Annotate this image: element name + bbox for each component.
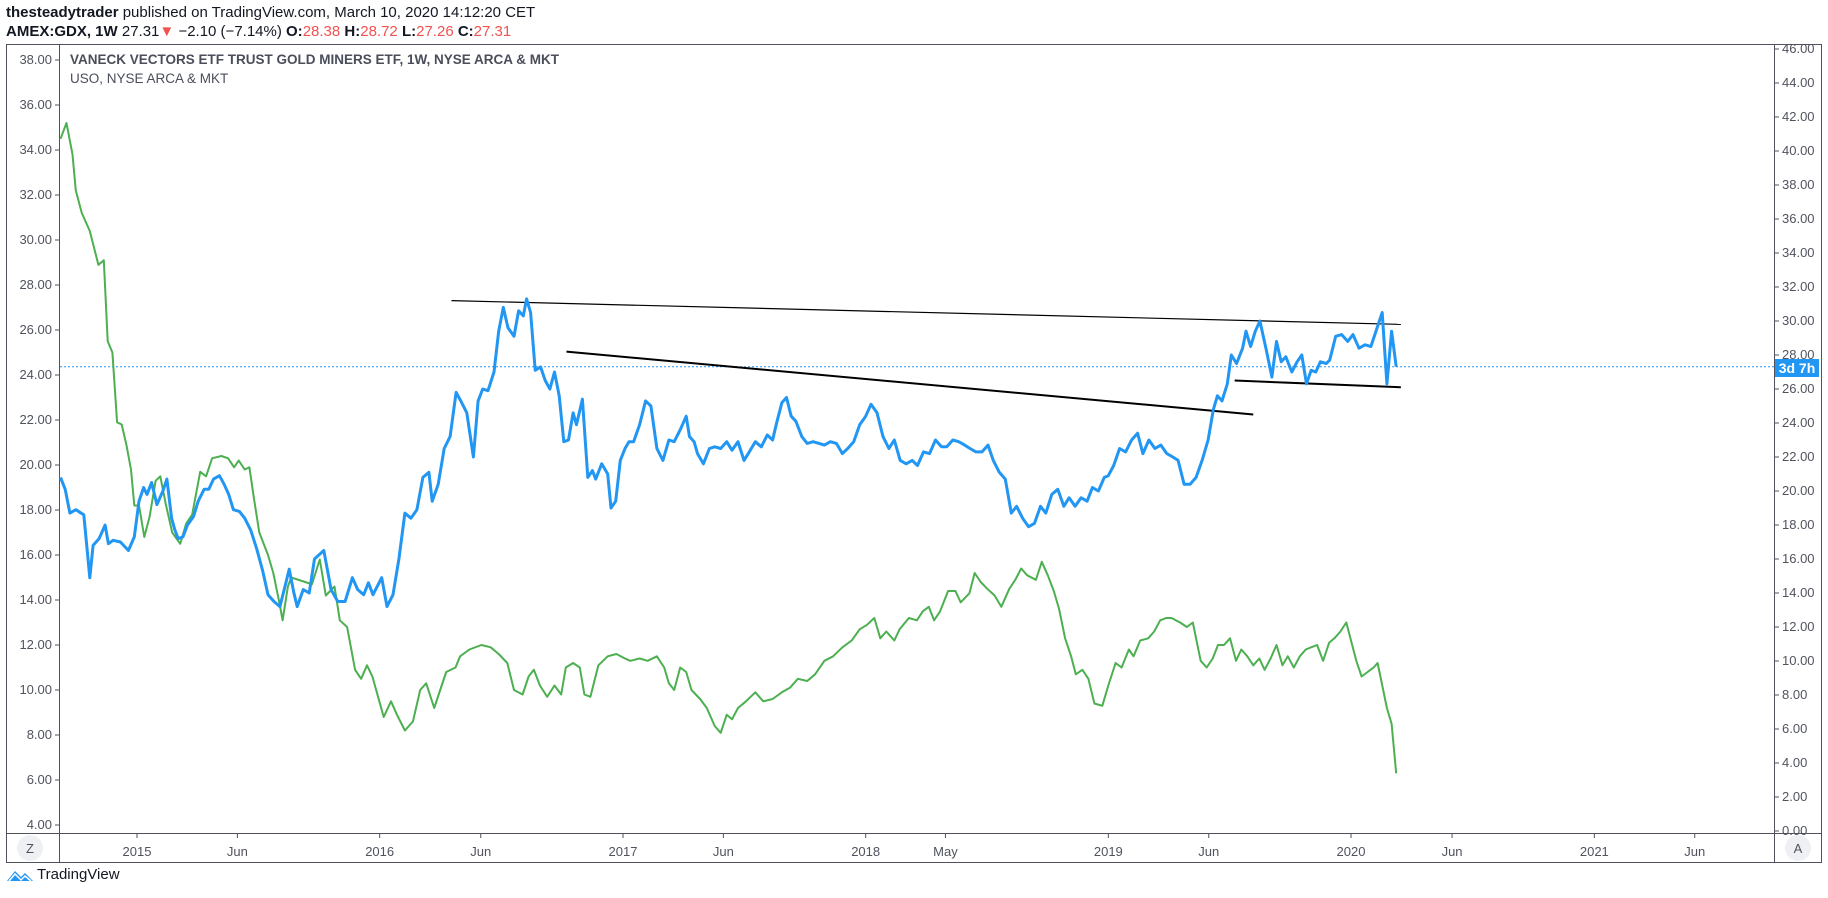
- left-axis-label: 38.00: [19, 52, 52, 67]
- legend-gdx[interactable]: VANECK VECTORS ETF TRUST GOLD MINERS ETF…: [70, 52, 560, 67]
- author-name[interactable]: thesteadytrader: [6, 4, 119, 21]
- high-label: H:: [344, 23, 361, 40]
- left-axis-label: 8.00: [27, 727, 52, 742]
- time-axis-label: Jun: [1198, 844, 1219, 859]
- trendline: [1234, 379, 1401, 389]
- right-axis-label: 32.00: [1782, 279, 1815, 294]
- symbol-info: AMEX:GDX, 1W 27.31▼ −2.10 (−7.14%) O:28.…: [6, 23, 511, 40]
- left-axis-label: 22.00: [19, 412, 52, 427]
- left-axis-label: 4.00: [27, 817, 52, 832]
- symbol-label: AMEX:GDX, 1W: [6, 23, 118, 40]
- low-value: 27.26: [416, 23, 454, 40]
- time-axis-label: 2021: [1580, 844, 1609, 859]
- high-value: 28.72: [360, 23, 398, 40]
- time-axis-label: Jun: [470, 844, 491, 859]
- right-axis-label: 44.00: [1782, 75, 1815, 90]
- time-axis[interactable]: 2015 Jun 2016 Jun 2017 Jun 2018 May 2019 Jun 2020 J…: [123, 834, 1706, 859]
- right-axis-label: 40.00: [1782, 143, 1815, 158]
- right-axis-label: 0.00: [1782, 823, 1807, 838]
- right-axis-label: 28.00: [1782, 347, 1815, 362]
- legend: VANECK VECTORS ETF TRUST GOLD MINERS ETF…: [70, 50, 559, 88]
- left-axis-label: 14.00: [19, 592, 52, 607]
- publish-info: thesteadytrader published on TradingView…: [6, 4, 535, 21]
- right-axis-label: 2.00: [1782, 789, 1807, 804]
- left-axis-label: 12.00: [19, 637, 52, 652]
- triangle-down-icon: ▼: [159, 23, 175, 40]
- right-axis-label: 12.00: [1782, 619, 1815, 634]
- last-price: 27.31: [121, 23, 160, 40]
- left-axis-label: 34.00: [19, 142, 52, 157]
- right-axis-label: 22.00: [1782, 449, 1815, 464]
- left-axis-label: 6.00: [27, 772, 52, 787]
- right-axis-label: 6.00: [1782, 721, 1807, 736]
- right-axis-label: 30.00: [1782, 313, 1815, 328]
- right-axis-label: 20.00: [1782, 483, 1815, 498]
- low-label: L:: [401, 23, 417, 40]
- trendline: [451, 300, 1401, 325]
- right-axis-label: 38.00: [1782, 177, 1815, 192]
- left-axis-label: 32.00: [19, 187, 52, 202]
- time-axis-label: 2019: [1094, 844, 1123, 859]
- close-value: 27.31: [473, 23, 512, 40]
- time-axis-label: May: [933, 844, 958, 859]
- uso-series-line: [59, 122, 1398, 774]
- time-axis-label: 2015: [123, 844, 152, 859]
- left-scale-button[interactable]: Z: [17, 835, 43, 861]
- right-axis-label: 34.00: [1782, 245, 1815, 260]
- left-axis-label: 20.00: [19, 457, 52, 472]
- close-label: C:: [457, 23, 474, 40]
- footer-brand[interactable]: TradingView: [6, 866, 120, 883]
- plot-area: [59, 122, 1774, 774]
- right-axis-label: 36.00: [1782, 211, 1815, 226]
- tradingview-logo-icon: [7, 870, 33, 882]
- tradingview-brand-text: TradingView: [37, 866, 120, 883]
- time-axis-label: Jun: [1684, 844, 1705, 859]
- chart-frame: [6, 44, 1822, 863]
- left-axis-label: 18.00: [19, 502, 52, 517]
- right-axis-label: 24.00: [1782, 415, 1815, 430]
- publish-text: published on TradingView.com, March 10, …: [118, 4, 536, 21]
- right-axis-label: 14.00: [1782, 585, 1815, 600]
- time-axis-label: Jun: [1442, 844, 1463, 859]
- time-axis-label: 2017: [609, 844, 638, 859]
- left-axis-label: 24.00: [19, 367, 52, 382]
- time-axis-label: 2018: [851, 844, 880, 859]
- left-axis-label: 28.00: [19, 277, 52, 292]
- time-axis-label: 2020: [1337, 844, 1366, 859]
- time-axis-label: 2016: [365, 844, 394, 859]
- right-axis-label: 10.00: [1782, 653, 1815, 668]
- time-axis-label: Jun: [713, 844, 734, 859]
- left-axis-label: 30.00: [19, 232, 52, 247]
- right-axis-label: 16.00: [1782, 551, 1815, 566]
- legend-uso[interactable]: USO, NYSE ARCA & MKT: [70, 71, 229, 86]
- right-axis-label: 4.00: [1782, 755, 1807, 770]
- time-axis-label: Jun: [227, 844, 248, 859]
- open-label: O:: [286, 23, 303, 40]
- right-price-axis[interactable]: 46.00 44.00 42.00 40.00 38.00 36.00 34.00 32.00…: [1775, 41, 1815, 838]
- price-change: −2.10 (−7.14%): [178, 23, 282, 40]
- left-axis-label: 36.00: [19, 97, 52, 112]
- right-axis-label: 46.00: [1782, 41, 1815, 56]
- left-price-axis[interactable]: 38.00 36.00 34.00 32.00 30.00 28.00 26.00 24.00…: [19, 52, 59, 832]
- right-axis-label: 42.00: [1782, 109, 1815, 124]
- open-value: 28.38: [302, 23, 341, 40]
- auto-scale-button[interactable]: A: [1785, 835, 1811, 861]
- trendline: [566, 350, 1254, 416]
- right-axis-label: 26.00: [1782, 381, 1815, 396]
- left-axis-label: 16.00: [19, 547, 52, 562]
- left-axis-label: 26.00: [19, 322, 52, 337]
- right-axis-label: 18.00: [1782, 517, 1815, 532]
- left-axis-label: 10.00: [19, 682, 52, 697]
- right-axis-label: 8.00: [1782, 687, 1807, 702]
- gdx-series-line: [59, 297, 1398, 609]
- bar-countdown-tag: 3d 7h: [1775, 359, 1819, 377]
